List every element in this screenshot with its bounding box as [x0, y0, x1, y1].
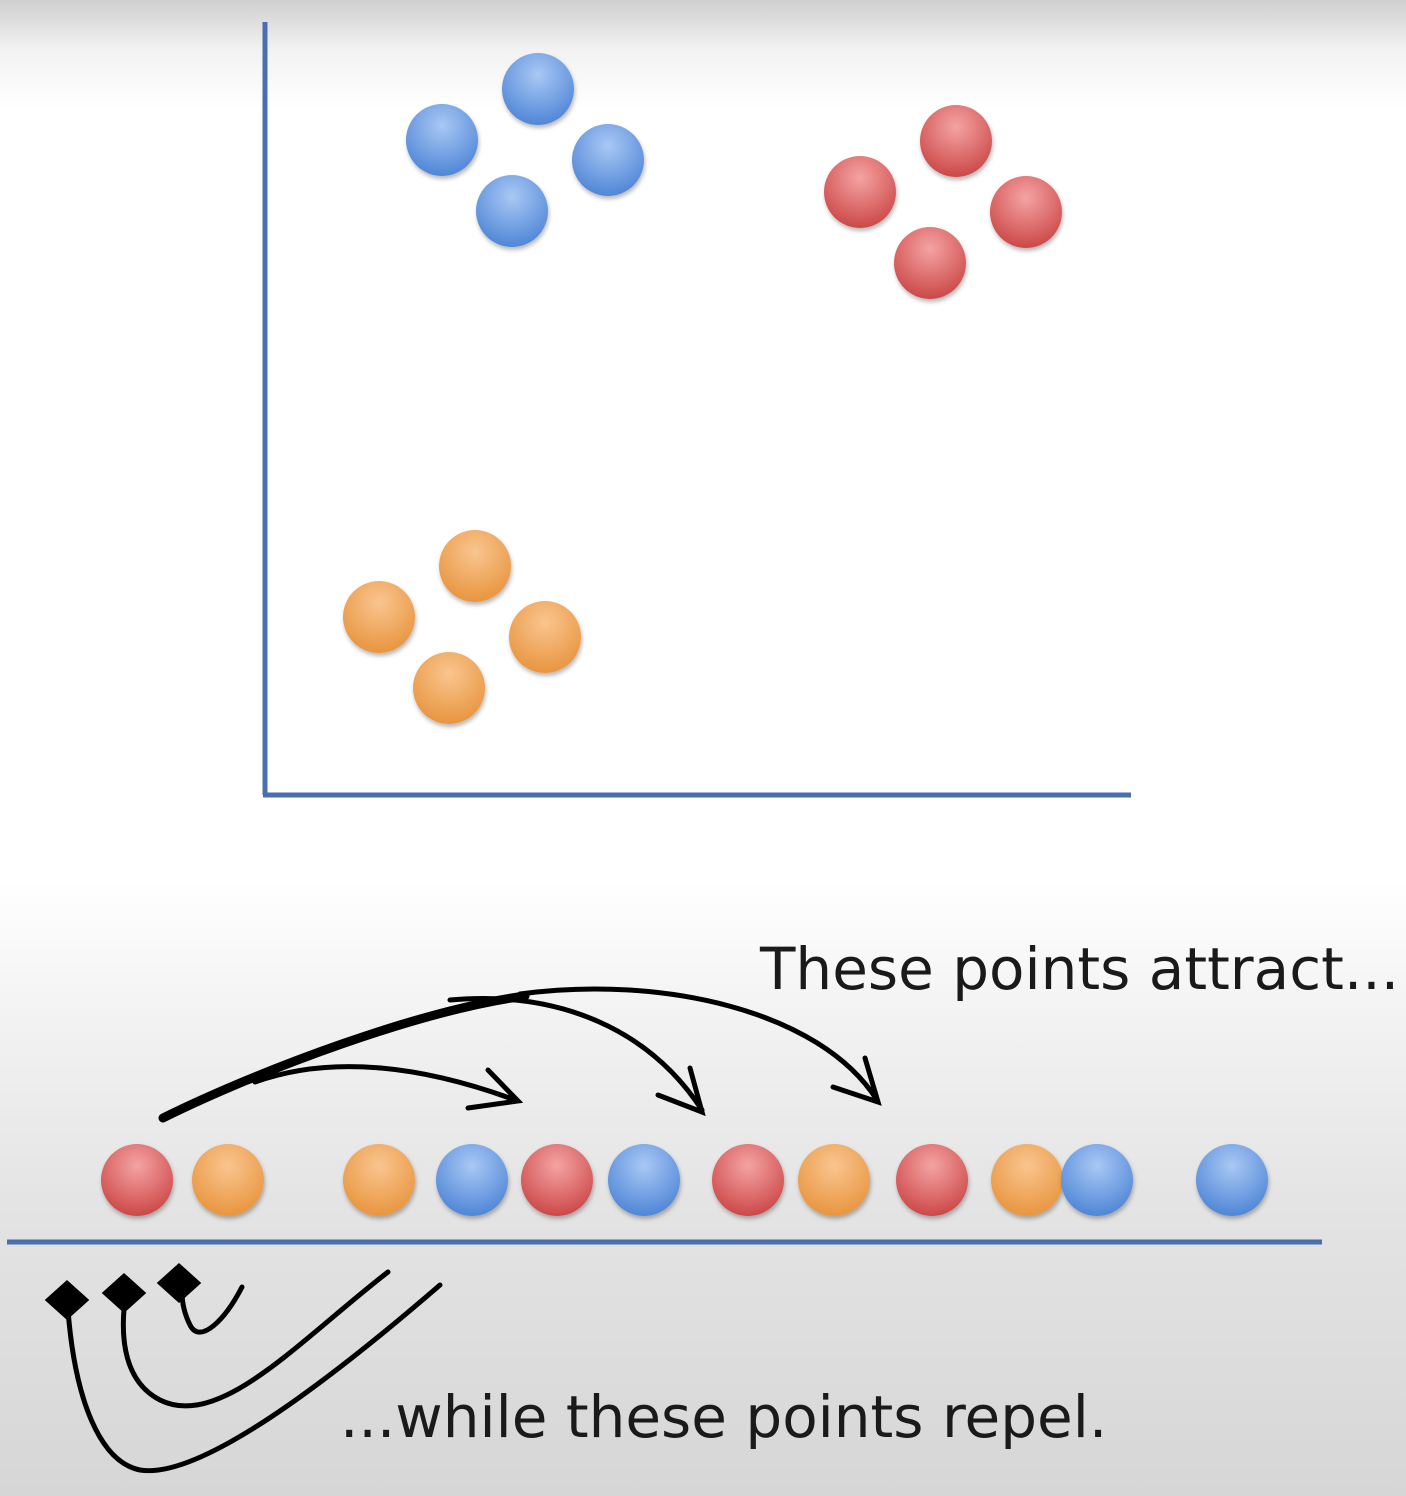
line-point-red — [521, 1144, 593, 1216]
repel-arrowhead-2 — [101, 1272, 147, 1314]
repel-annotation: ...while these points repel. — [340, 1383, 1108, 1451]
line-point-blue — [608, 1144, 680, 1216]
line-point-orange — [192, 1144, 264, 1216]
attract-arrow-stem — [158, 991, 530, 1123]
scatter-point-blue — [476, 175, 548, 247]
repel-arrowhead-1 — [44, 1279, 90, 1321]
scatter-point-red — [824, 156, 896, 228]
scatter-point-orange — [509, 601, 581, 673]
repel-arrowhead-3 — [156, 1262, 202, 1304]
scatter-plot — [262, 22, 1131, 798]
attract-annotation: These points attract... — [760, 935, 1400, 1003]
number-line — [7, 1144, 1322, 1245]
line-point-red — [712, 1144, 784, 1216]
line-point-orange — [343, 1144, 415, 1216]
scatter-point-blue — [502, 53, 574, 125]
line-points — [101, 1144, 1268, 1216]
scatter-point-orange — [413, 652, 485, 724]
scatter-point-red — [920, 105, 992, 177]
repel-arrow-1 — [65, 1282, 443, 1474]
line-point-blue — [436, 1144, 508, 1216]
scatter-point-red — [894, 227, 966, 299]
scatter-point-blue — [572, 124, 644, 196]
scatter-point-blue — [406, 104, 478, 176]
line-point-blue — [1196, 1144, 1268, 1216]
scatter-points — [343, 53, 1062, 724]
attract-arrow-1-head — [465, 1067, 524, 1111]
scatter-point-orange — [343, 581, 415, 653]
line-point-blue — [1061, 1144, 1133, 1216]
line-point-orange — [798, 1144, 870, 1216]
scatter-point-orange — [439, 530, 511, 602]
attract-arrow-3 — [517, 986, 880, 1103]
repel-arrows — [44, 1262, 443, 1474]
attract-arrow-2-head — [655, 1065, 706, 1117]
line-point-red — [896, 1144, 968, 1216]
line-point-orange — [991, 1144, 1063, 1216]
attract-arrow-1 — [252, 1064, 518, 1103]
attract-arrow-2 — [447, 996, 705, 1113]
repel-arrow-2 — [120, 1269, 391, 1409]
attract-arrow-3-head — [830, 1055, 882, 1106]
line-point-red — [101, 1144, 173, 1216]
repel-arrow-3 — [179, 1284, 245, 1335]
attract-arrows — [158, 986, 882, 1123]
scatter-point-red — [990, 176, 1062, 248]
